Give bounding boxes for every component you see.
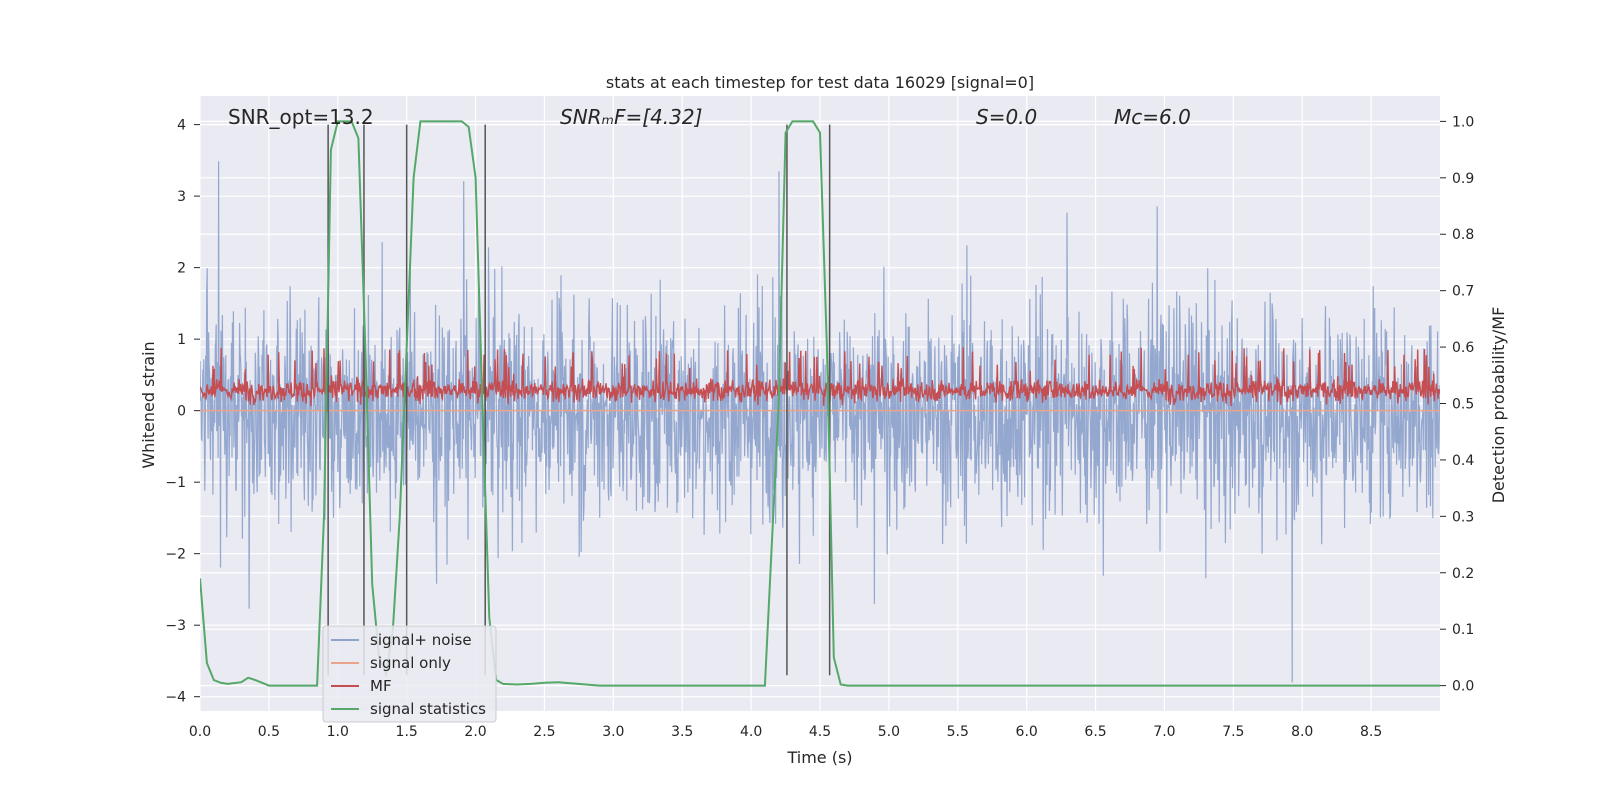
y-left-tick-label: 4 — [177, 118, 186, 134]
y-axis-right-label: Detection probability/MF — [1489, 307, 1508, 504]
legend-item-signal-statistics: signal statistics — [331, 700, 486, 718]
y-axis-left-label: Whitened strain — [139, 341, 158, 468]
y-right-tick-label: 0.4 — [1452, 453, 1474, 469]
legend: signal+ noise signal only MF signal stat… — [322, 625, 497, 723]
annotation-s-value: S=0.0 — [976, 105, 1037, 129]
annotations: SNR_opt=13.2 SNRₘF=[4.32] S=0.0 Mᴄ=6.0 — [228, 105, 1191, 129]
y-right-tick-label: 0.9 — [1452, 171, 1474, 187]
y-left-tick-label: −2 — [165, 547, 186, 563]
y-right-tick-label: 0.7 — [1452, 284, 1474, 300]
legend-item-mf: MF — [331, 677, 392, 695]
x-tick-label: 8.5 — [1360, 724, 1382, 740]
y-right-tick-label: 0.6 — [1452, 340, 1474, 356]
series-signal-statistics — [200, 120, 1440, 687]
x-tick-label: 2.0 — [464, 724, 486, 740]
x-tick-label: 2.5 — [533, 724, 555, 740]
y-left-tick-label: −1 — [165, 475, 186, 491]
y-right-tick-label: 0.3 — [1452, 509, 1474, 525]
x-tick-label: 7.5 — [1222, 724, 1244, 740]
axes: 0.0 0.5 1.0 1.5 2.0 2.5 3.0 3.5 4.0 4.5 5.0 5.5 6.0 6… — [165, 114, 1474, 740]
x-tick-label: 3.0 — [602, 724, 624, 740]
x-axis-label: Time (s) — [786, 748, 852, 767]
x-tick-label: 6.5 — [1084, 724, 1106, 740]
x-tick-label: 1.0 — [327, 724, 349, 740]
y-right-tick-label: 1.0 — [1452, 114, 1474, 130]
plot-area — [200, 120, 1440, 687]
chart-title: stats at each timestep for test data 160… — [606, 73, 1034, 92]
legend-box — [322, 625, 497, 723]
y-left-tick-label: 3 — [177, 189, 186, 205]
x-tick-label: 5.0 — [878, 724, 900, 740]
y-right-tick-label: 0.1 — [1452, 622, 1474, 638]
legend-label-signal-only: signal only — [370, 654, 451, 672]
x-tick-label: 0.5 — [258, 724, 280, 740]
annotation-snr-opt: SNR_opt=13.2 — [228, 105, 374, 129]
legend-item-signal-noise: signal+ noise — [331, 631, 472, 649]
y-left-tick-label: 1 — [177, 332, 186, 348]
x-tick-label: 5.5 — [947, 724, 969, 740]
y-left-tick-label: −3 — [165, 618, 186, 634]
x-tick-label: 1.5 — [396, 724, 418, 740]
y-right-tick-label: 0.5 — [1452, 397, 1474, 413]
y-right-tick-label: 0.8 — [1452, 227, 1474, 243]
x-tick-label: 6.0 — [1016, 724, 1038, 740]
x-tick-label: 8.0 — [1291, 724, 1313, 740]
x-tick-label: 4.0 — [740, 724, 762, 740]
legend-label-mf: MF — [370, 677, 392, 695]
annotation-mc-value: Mᴄ=6.0 — [1114, 105, 1191, 129]
x-tick-label: 7.0 — [1153, 724, 1175, 740]
annotation-snr-mf: SNRₘF=[4.32] — [560, 105, 702, 129]
y-left-tick-label: 2 — [177, 261, 186, 277]
legend-item-signal-only: signal only — [331, 654, 451, 672]
legend-label-signal-statistics: signal statistics — [370, 700, 486, 718]
x-tick-label: 3.5 — [671, 724, 693, 740]
x-tick-label: 0.0 — [189, 724, 211, 740]
y-left-tick-label: −4 — [165, 690, 186, 706]
x-tick-label: 4.5 — [809, 724, 831, 740]
legend-label-signal-noise: signal+ noise — [370, 631, 472, 649]
y-left-tick-label: 0 — [177, 404, 186, 420]
y-right-tick-label: 0.2 — [1452, 566, 1474, 582]
y-right-tick-label: 0.0 — [1452, 679, 1474, 695]
